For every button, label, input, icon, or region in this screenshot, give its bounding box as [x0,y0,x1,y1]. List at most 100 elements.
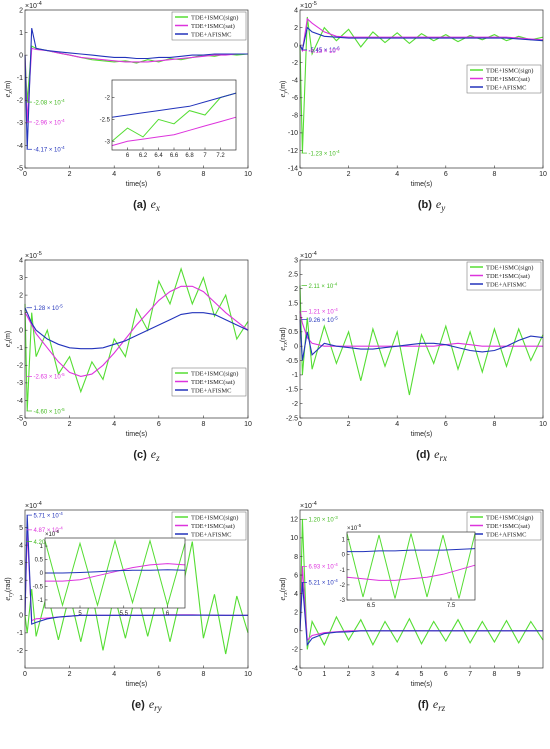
legend-label: TDE+AFISMC [486,84,527,91]
annotation-power: -4 [334,307,338,312]
y-label-symbol: e [278,597,287,601]
legend-label: TDE+ISMC(sign) [191,514,238,521]
x-axis-label: time(s) [126,181,147,188]
y-label-sub: rx [283,342,289,347]
annotation: -2.08 × 10-4 [34,98,66,107]
exponent-power: -5 [312,1,317,7]
caption: (c) ez [133,447,160,463]
y-tick-label: 1 [19,595,23,602]
annotation-label: -2.08 × 10 [34,100,62,106]
caption: (a) ex [133,197,160,213]
x-tick-label: 5 [78,611,82,617]
x-tick-label: 7 [468,671,472,678]
y-label-sub: z [8,341,14,345]
caption-sub: x [155,203,160,213]
x-axis-label: time(s) [411,431,432,438]
y-label-unit: (m) [5,331,12,342]
annotation-power: -4 [61,145,65,150]
exponent-power: -4 [312,501,317,507]
y-tick-label: 0 [19,52,23,59]
y-tick-label: -2.5 [286,415,298,422]
exponent-base: ×10 [25,503,37,510]
x-tick-label: 0 [298,671,302,678]
caption: (d) erx [416,447,447,463]
exponent-power: -4 [37,501,42,507]
y-tick-label: -1 [17,345,23,352]
y-tick-label: 1 [342,538,346,544]
annotation-power: -4 [59,511,63,516]
exponent-base: ×10 [347,526,358,532]
plot-frame [24,509,249,669]
y-tick-label: 3 [19,560,23,567]
x-axis-label: time(s) [411,181,432,188]
x-tick-label: 6 [157,671,161,678]
y-tick-label: 2 [19,578,23,585]
legend-label: TDE+AFISMC [191,531,232,538]
x-tick-label: 8 [492,671,496,678]
x-tick-label: 2 [347,171,351,178]
y-tick-label: -1 [292,372,298,379]
y-tick-label: -5 [17,415,23,422]
y-tick-label: -4 [292,665,298,672]
x-tick-label: 6 [444,421,448,428]
y-tick-label: 5 [19,525,23,532]
x-tick-label: 8 [201,421,205,428]
y-tick-label: 2.5 [288,272,298,279]
y-tick-label: -2 [292,647,298,654]
series-line [24,541,249,655]
caption: (e) ery [131,697,161,713]
exponent-base: ×10 [45,532,56,538]
y-tick-label: -3 [340,598,346,604]
axis-exponent: ×10-4 [300,251,317,260]
chart-panel: 0 2 4 6 8 10-2.5-2-1.5-1-0.500.511.522.53×10-… [278,251,547,463]
annotation-label: -4.17 × 10 [34,148,62,154]
annotation-label: 1.21 × 10 [309,310,335,316]
y-tick-label: -12 [288,148,298,155]
y-tick-label: 1.5 [288,300,298,307]
caption-label: (a) [133,199,147,211]
annotation-power: -4 [61,98,65,103]
annotation: 4.87 × 10-4 [34,526,64,535]
y-tick-label: -6 [292,95,298,102]
caption-sub: ry [154,703,162,713]
caption-sub: y [440,203,445,213]
annotation: 9.26 × 10-5 [309,315,339,324]
axis-exponent: ×10-4 [300,501,317,510]
x-tick-label: 6 [157,171,161,178]
y-tick-label: 3 [19,275,23,282]
x-tick-label: 7.2 [216,153,225,159]
x-tick-label: 4 [395,671,399,678]
x-tick-label: 6 [444,671,448,678]
series-line [24,27,248,150]
caption-label: (b) [418,199,432,211]
chart-panel: 0 1 2 3 4 5 6 7 8 9-4-2024681012×10-4time(s)erz(r… [278,501,544,713]
annotation: -2.63 × 10-5 [34,372,66,381]
legend-label: TDE+AFISMC [486,531,527,538]
annotation: 1.21 × 10-4 [309,307,339,316]
chart-panel: 0 2 4 6 8 10-14-12-10-8-6-4-2024×10-5time(s)e… [278,1,547,213]
annotation-label: -5.45 × 10 [309,48,337,54]
y-label-sub: rz [283,592,289,597]
series-line [299,311,543,347]
caption: (f) erz [418,697,446,713]
chart-panel: 0 2 4 6 8 10-5-4-3-2-101234×10-5time(s)ez(m)(… [3,251,252,463]
y-label-sub: ry [8,592,14,597]
y-tick-label: 2 [19,292,23,299]
plot-frame [346,531,476,601]
annotation: -6.13 × 10-6 [309,46,341,55]
y-tick-label: -1 [17,630,23,637]
annotation-label: -1.23 × 10 [309,151,337,157]
x-tick-label: 1 [322,671,326,678]
x-axis-label: time(s) [126,681,147,688]
annotation-label: 5.21 × 10 [309,581,335,587]
series-line [111,92,237,142]
chart-panel: 0 2 4 6 8 10-2-1012345×10-4time(s)ery(rad)(e)… [3,501,252,713]
caption-symbol: e [436,197,442,211]
series-line [299,519,544,650]
y-label-unit: (m) [5,81,12,92]
annotation-power: -3 [334,515,338,520]
y-tick-label: -2 [340,583,346,589]
y-tick-label: -0.5 [33,584,44,590]
series-line [347,548,476,553]
